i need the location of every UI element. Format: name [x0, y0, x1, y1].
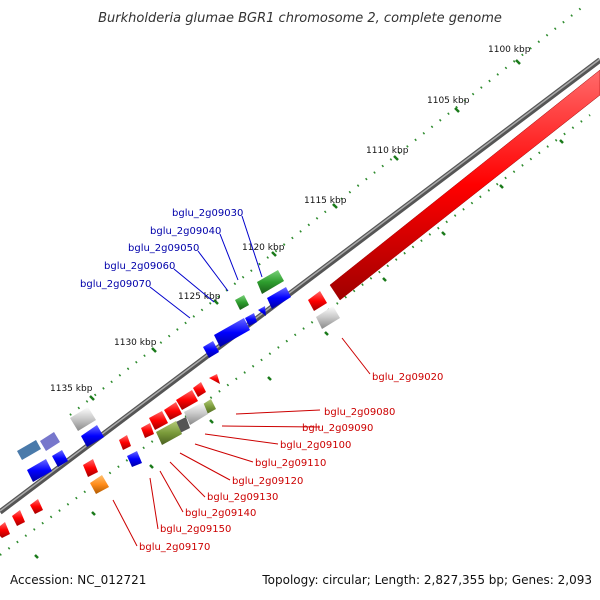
- tick-label: 1130 kbp: [114, 338, 157, 348]
- reverse-strand-genes: [0, 291, 340, 538]
- gene-feature[interactable]: [258, 306, 266, 316]
- forward-strand-genes: [17, 270, 291, 482]
- gene-feature[interactable]: [176, 390, 198, 410]
- genome-summary-text: Topology: circular; Length: 2,827,355 bp…: [262, 573, 592, 587]
- gene-label[interactable]: bglu_2g09040: [150, 226, 221, 237]
- inner-scale-ring: [0, 114, 591, 556]
- gene-feature[interactable]: [119, 435, 131, 450]
- gene-label[interactable]: bglu_2g09080: [324, 407, 395, 418]
- gene-feature[interactable]: [52, 450, 68, 467]
- gene-label[interactable]: bglu_2g09060: [104, 261, 175, 272]
- gene-feature[interactable]: [203, 341, 219, 358]
- gene-feature[interactable]: [257, 270, 284, 294]
- gene-label[interactable]: bglu_2g09170: [139, 542, 210, 553]
- gene-label[interactable]: bglu_2g09020: [372, 372, 443, 383]
- gene-feature[interactable]: [141, 423, 154, 438]
- gene-feature[interactable]: [70, 407, 96, 431]
- gene-feature[interactable]: [40, 432, 60, 451]
- gene-feature[interactable]: [267, 287, 291, 309]
- gene-label[interactable]: bglu_2g09130: [207, 492, 278, 503]
- gene-feature[interactable]: [83, 459, 98, 477]
- gene-feature[interactable]: [209, 374, 220, 384]
- outer-scale-ring: [69, 4, 586, 416]
- map-title: Burkholderia glumae BGR1 chromosome 2, c…: [98, 11, 502, 26]
- tick-label: 1105 kbp: [427, 96, 470, 106]
- gene-feature[interactable]: [193, 382, 206, 397]
- gene-feature[interactable]: [12, 510, 25, 526]
- gene-feature[interactable]: [90, 475, 109, 494]
- tick-label: 1110 kbp: [366, 146, 409, 156]
- lower-label-connectors: [112, 337, 371, 547]
- gene-label[interactable]: bglu_2g09110: [255, 458, 326, 469]
- gene-label[interactable]: bglu_2g09120: [232, 476, 303, 487]
- gene-feature[interactable]: [164, 402, 182, 420]
- gene-feature[interactable]: [214, 318, 250, 347]
- tick-label: 1135 kbp: [50, 384, 93, 394]
- tick-label: 1125 kbp: [178, 292, 221, 302]
- gene-feature[interactable]: [81, 425, 104, 447]
- gene-label[interactable]: bglu_2g09030: [172, 208, 243, 219]
- gene-feature[interactable]: [17, 440, 41, 460]
- tick-label: 1120 kbp: [242, 243, 285, 253]
- gene-label[interactable]: bglu_2g09150: [160, 524, 231, 535]
- gene-feature[interactable]: [30, 499, 43, 514]
- gene-feature-red-large[interactable]: [329, 69, 600, 301]
- accession-text: Accession: NC_012721: [10, 573, 147, 587]
- tick-label: 1100 kbp: [488, 45, 531, 55]
- gene-feature[interactable]: [308, 291, 327, 311]
- gene-feature[interactable]: [245, 313, 257, 326]
- gene-feature[interactable]: [316, 306, 340, 329]
- gene-feature[interactable]: [27, 459, 52, 482]
- gene-label[interactable]: bglu_2g09050: [128, 243, 199, 254]
- gene-feature[interactable]: [0, 522, 10, 538]
- major-ticks: [34, 59, 564, 559]
- gene-label[interactable]: bglu_2g09140: [185, 508, 256, 519]
- gene-label[interactable]: bglu_2g09070: [80, 279, 151, 290]
- gene-feature[interactable]: [127, 451, 142, 467]
- gene-feature[interactable]: [235, 295, 249, 310]
- gene-feature[interactable]: [156, 421, 182, 445]
- gene-feature[interactable]: [184, 402, 208, 425]
- gene-feature[interactable]: [149, 411, 168, 430]
- tick-label: 1115 kbp: [304, 196, 347, 206]
- upper-label-connectors: [149, 215, 263, 319]
- gene-label[interactable]: bglu_2g09090: [302, 423, 373, 434]
- gene-label[interactable]: bglu_2g09100: [280, 440, 351, 451]
